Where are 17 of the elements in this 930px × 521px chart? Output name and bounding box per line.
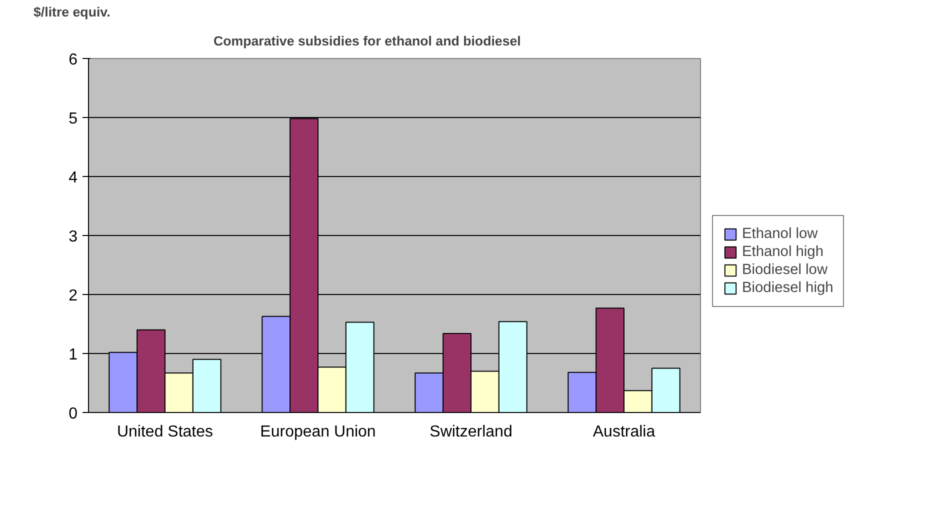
y-tick-label: 3 (68, 228, 78, 246)
x-tick-label: Switzerland (430, 424, 512, 440)
x-tick-label: Australia (592, 424, 656, 440)
y-tick-label: 4 (68, 170, 78, 186)
legend-label: Biodiesel low (742, 262, 828, 278)
y-tick-label: 2 (68, 288, 78, 304)
y-tick-label: 6 (68, 52, 78, 68)
legend-label: Biodiesel high (742, 280, 834, 296)
y-axis-title: $/litre equiv. (34, 4, 110, 20)
x-tick-label: United States (116, 424, 214, 440)
y-tick-label: 5 (68, 110, 78, 128)
chart-title: Comparative subsidies for ethanol and biodiesel (214, 34, 521, 48)
legend-label: Ethanol high (742, 244, 824, 260)
y-tick-label: 0 (68, 406, 78, 422)
x-tick-label: European Union (260, 424, 376, 440)
legend-label: Ethanol low (742, 226, 818, 242)
y-tick-label: 1 (68, 346, 78, 364)
